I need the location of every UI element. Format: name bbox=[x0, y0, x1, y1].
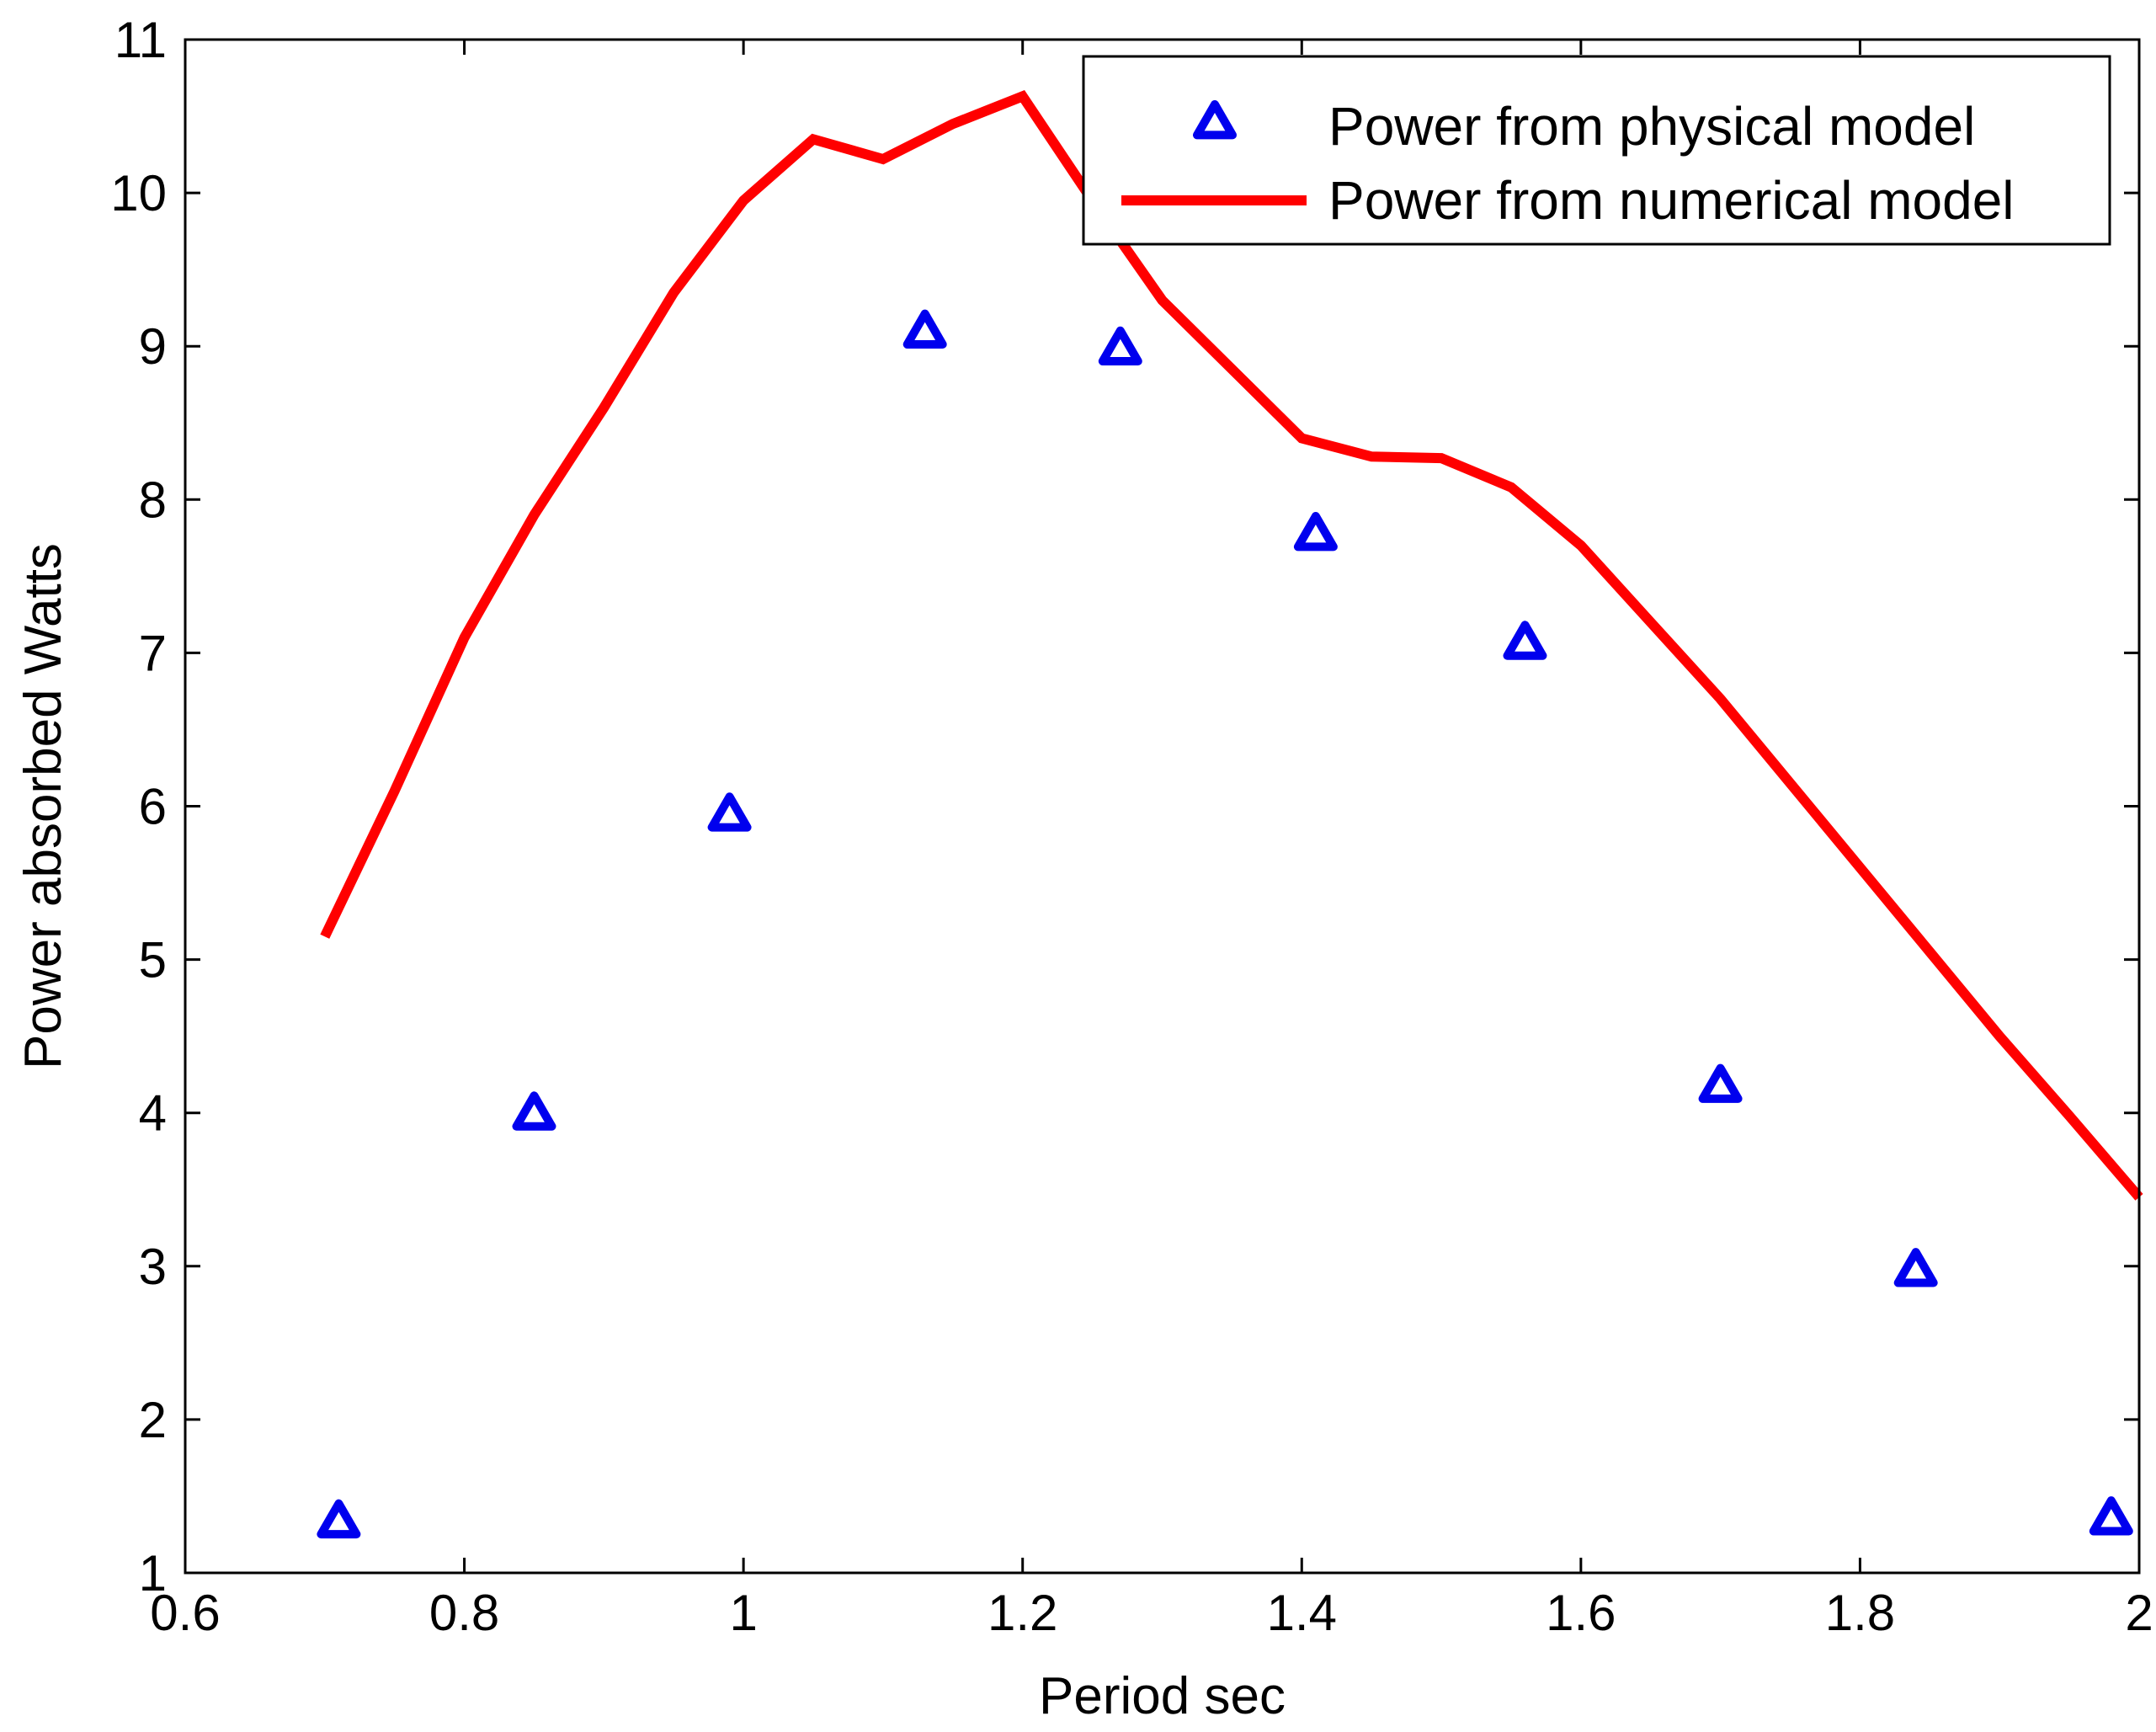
scatter-point-physical bbox=[707, 792, 752, 832]
x-tick-label: 0.6 bbox=[150, 1585, 220, 1641]
axis-ticks: 0.6 0.8 1 1.2 1.4 1.6 1.8 2 1 2 3 4 5 6 7 8 9 10 11 bbox=[110, 12, 2153, 1641]
scatter-point-physical bbox=[1098, 326, 1142, 365]
scatter-point-physical bbox=[1293, 512, 1338, 552]
legend-label-numerical: Power from numerical model bbox=[1328, 170, 2015, 231]
series-line-numerical bbox=[320, 90, 2143, 1201]
scatter-point-physical bbox=[1893, 1248, 1938, 1287]
scatter-point-physical bbox=[317, 1499, 361, 1539]
x-tick-label: 1 bbox=[729, 1585, 757, 1641]
scatter-point-physical bbox=[1503, 621, 1547, 660]
x-axis-title: Period sec bbox=[1039, 1667, 1286, 1725]
legend-marker-physical bbox=[1193, 100, 1237, 140]
scatter-point-physical bbox=[2089, 1496, 2133, 1536]
scatter-point-physical bbox=[902, 309, 947, 349]
legend-label-physical: Power from physical model bbox=[1328, 96, 1975, 157]
y-tick-label: 1 bbox=[139, 1545, 167, 1601]
y-tick-label: 10 bbox=[110, 165, 167, 221]
x-tick-label: 1.6 bbox=[1546, 1585, 1616, 1641]
y-tick-label: 5 bbox=[139, 932, 167, 989]
y-tick-label: 2 bbox=[139, 1392, 167, 1448]
x-tick-label: 1.2 bbox=[988, 1585, 1057, 1641]
x-tick-label: 1.4 bbox=[1267, 1585, 1337, 1641]
legend-box bbox=[1082, 55, 2111, 246]
y-tick-label: 8 bbox=[139, 472, 167, 528]
x-tick-label: 2 bbox=[2125, 1585, 2153, 1641]
x-tick-label: 0.8 bbox=[429, 1585, 499, 1641]
scatter-point-physical bbox=[512, 1091, 556, 1131]
y-tick-label: 4 bbox=[139, 1085, 167, 1142]
scatter-point-physical bbox=[1698, 1063, 1743, 1103]
plot-layer bbox=[317, 90, 2143, 1539]
y-tick-label: 11 bbox=[114, 12, 167, 68]
y-axis-title: Power absorbed Watts bbox=[14, 543, 72, 1069]
y-tick-label: 6 bbox=[139, 779, 167, 835]
legend: Power from physical model Power from num… bbox=[1082, 55, 2111, 246]
y-tick-label: 3 bbox=[139, 1239, 167, 1295]
y-tick-label: 7 bbox=[139, 625, 167, 681]
x-tick-label: 1.8 bbox=[1825, 1585, 1895, 1641]
y-tick-label: 9 bbox=[139, 318, 167, 375]
